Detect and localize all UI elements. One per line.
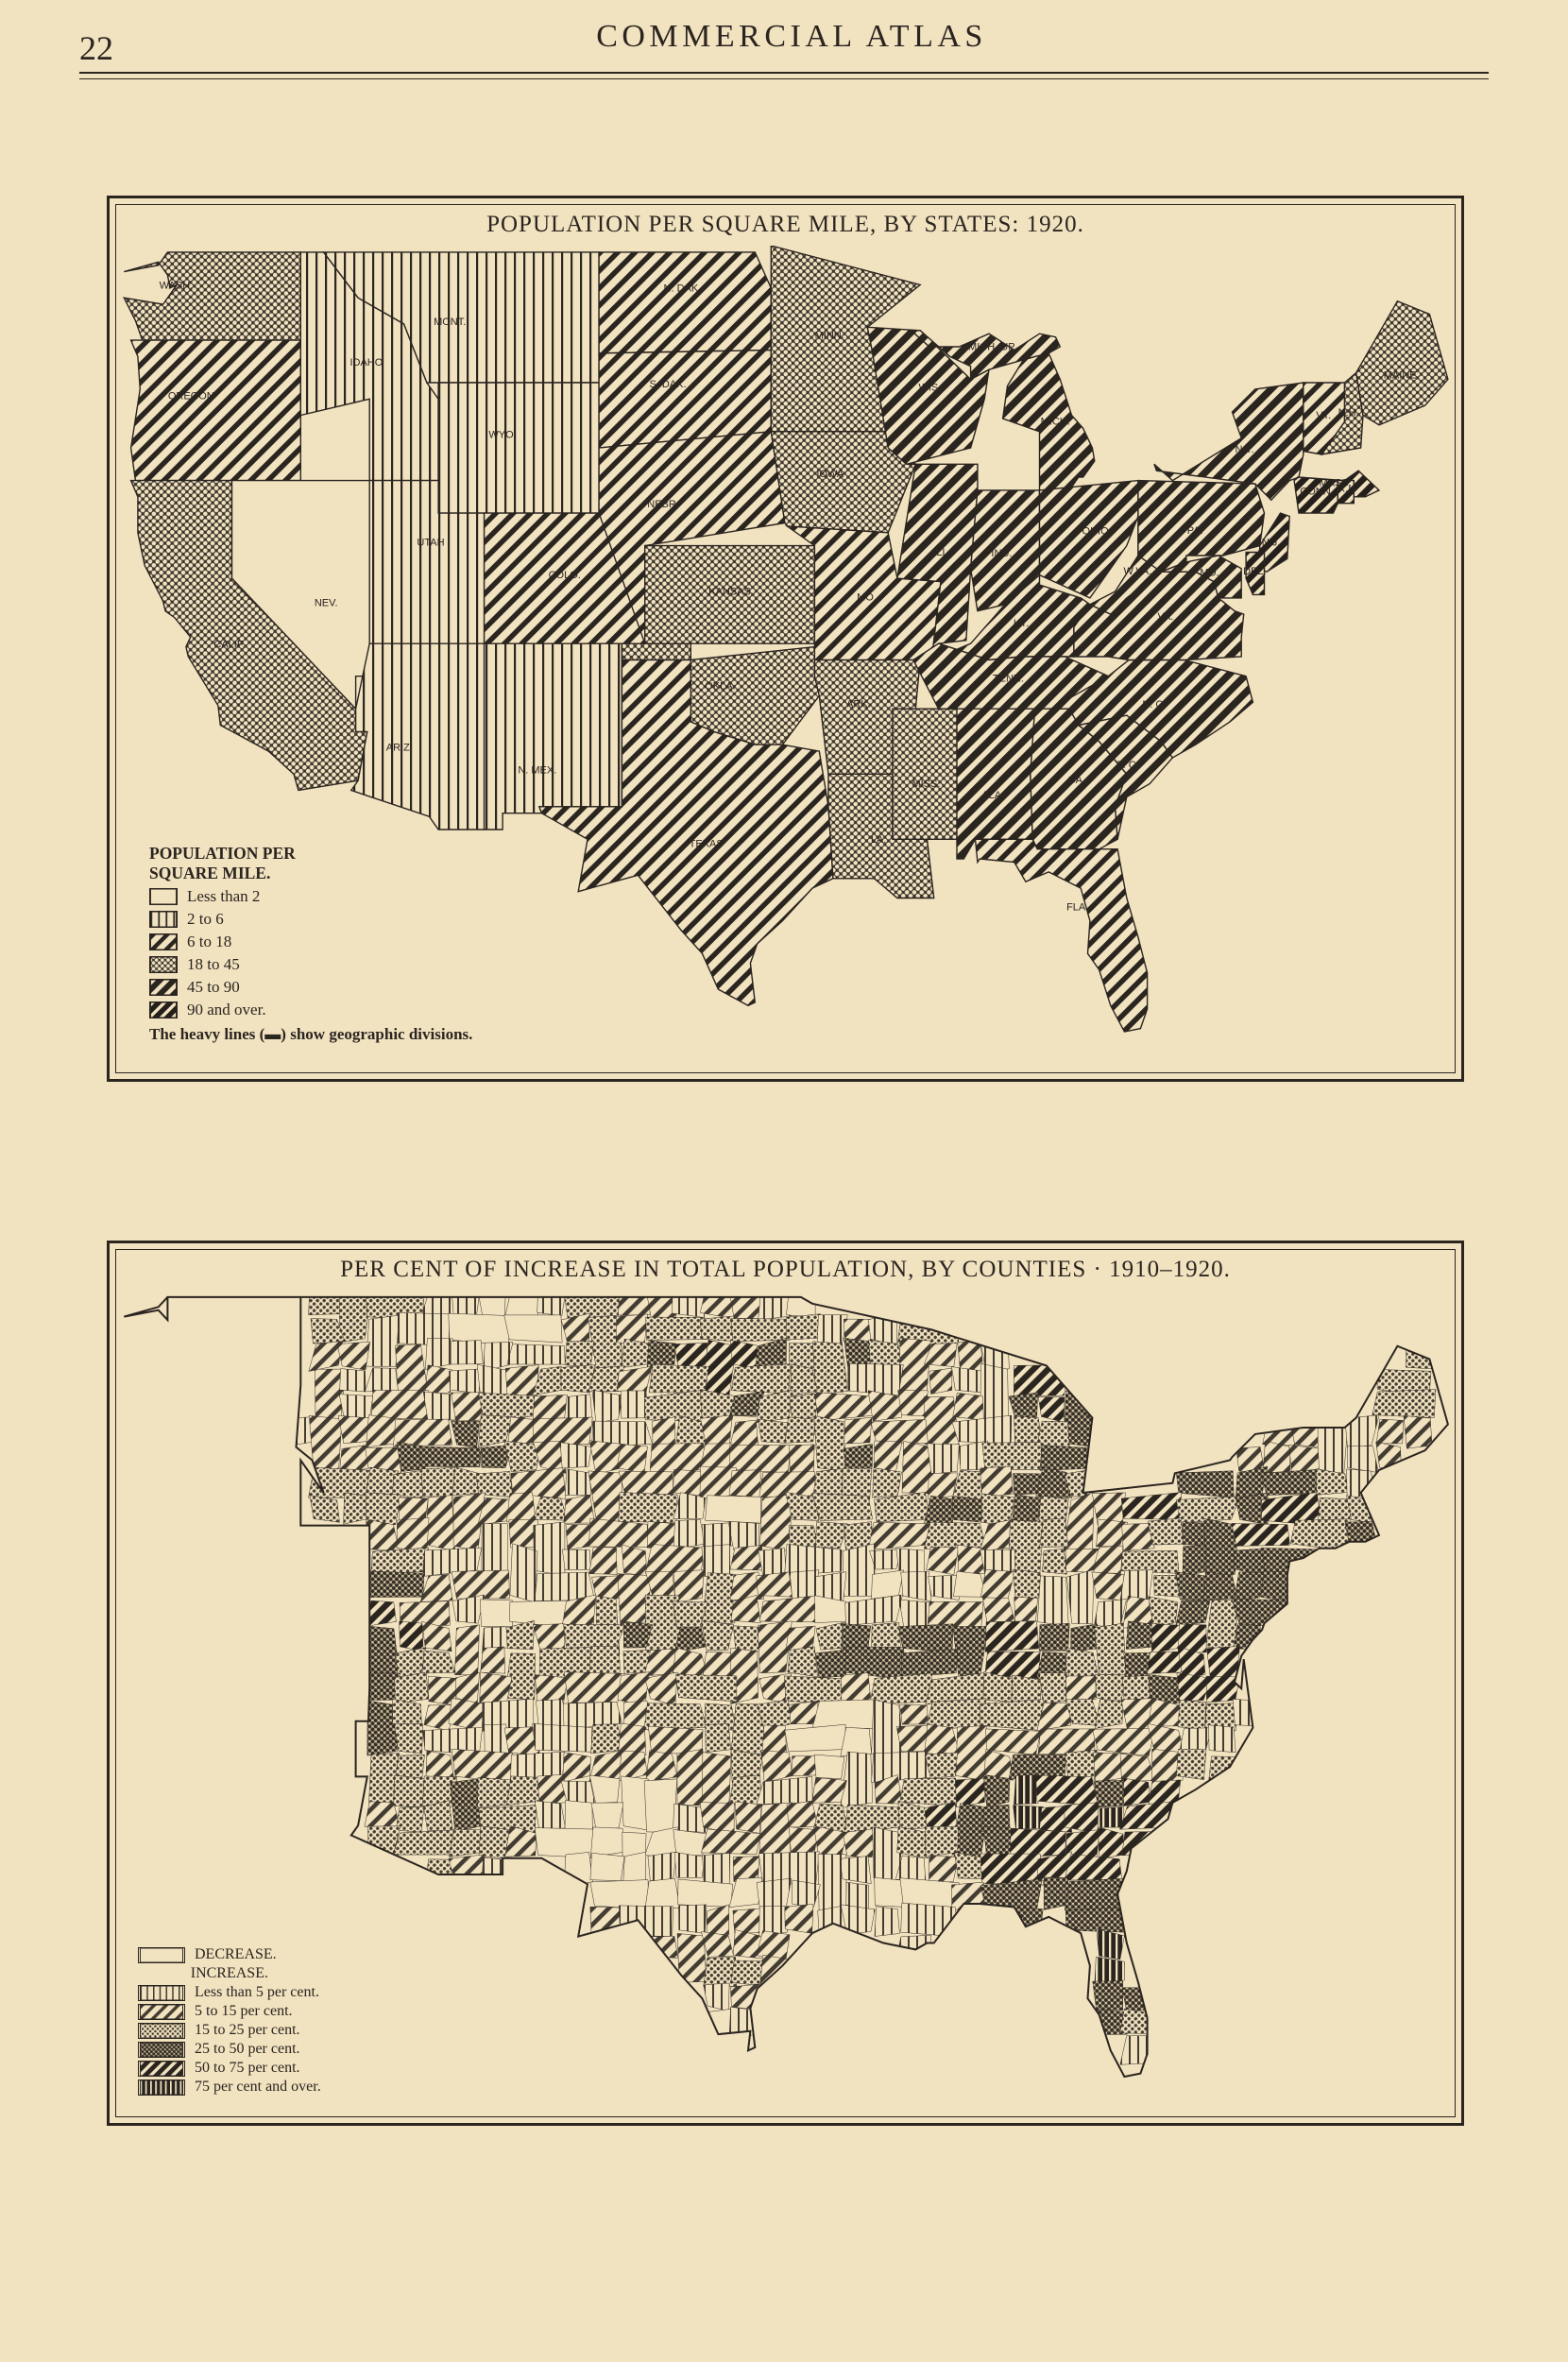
svg-text:TENN.: TENN. [993,673,1024,684]
svg-text:WYO.: WYO. [488,430,516,441]
svg-text:OKLA.: OKLA. [705,681,735,693]
svg-text:NEBR.: NEBR. [647,499,679,510]
svg-text:WIS.: WIS. [918,382,941,393]
svg-text:IOWA: IOWA [816,469,844,480]
svg-text:OHIO: OHIO [1082,526,1110,538]
svg-text:DEL.: DEL. [1243,566,1266,577]
svg-text:OREGON: OREGON [168,390,214,402]
svg-text:PA.: PA. [1187,525,1203,537]
svg-text:COLO.: COLO. [549,570,581,581]
svg-text:N.J.: N.J. [1262,538,1281,549]
svg-text:KANSAS: KANSAS [708,586,751,597]
svg-text:TEXAS: TEXAS [690,839,724,850]
svg-text:MO.: MO. [857,592,877,604]
svg-text:WASH.: WASH. [160,281,194,292]
svg-text:MAINE: MAINE [1384,370,1417,382]
svg-text:KY.: KY. [1014,618,1029,629]
svg-text:MINN.: MINN. [815,330,844,341]
svg-text:N. MEX.: N. MEX. [518,764,556,776]
svg-text:N.Y.: N.Y. [1236,444,1254,455]
svg-text:MONT.: MONT. [434,317,466,328]
svg-text:VT.: VT. [1316,410,1331,421]
svg-text:W.VA.: W.VA. [1124,566,1152,577]
svg-text:UTAH: UTAH [417,538,444,549]
svg-text:ALA.: ALA. [981,790,1004,801]
svg-text:MISS.: MISS. [912,779,941,790]
svg-text:IND.: IND. [991,548,1012,559]
svg-text:MD.: MD. [1200,568,1219,579]
svg-text:NEV.: NEV. [315,598,338,609]
svg-text:FLA.: FLA. [1066,902,1088,914]
svg-text:ARIZ.: ARIZ. [386,742,413,753]
svg-text:IDAHO: IDAHO [349,357,383,368]
svg-text:N. DAK.: N. DAK. [664,282,702,294]
svg-text:CALIF.: CALIF. [213,640,245,651]
svg-text:GA.: GA. [1067,775,1085,786]
svg-text:N. C.: N. C. [1142,699,1166,710]
svg-text:N.H.: N.H. [1338,407,1359,419]
svg-text:LA.: LA. [871,834,887,846]
svg-text:CONN.: CONN. [1300,487,1333,498]
svg-text:MICH_UP: MICH_UP [968,341,1015,352]
svg-text:ARK.: ARK. [846,698,871,710]
svg-text:VA.: VA. [1157,611,1173,623]
svg-text:S. DAK.: S. DAK. [649,379,686,390]
svg-text:R.I.: R.I. [1338,484,1354,495]
svg-text:MICH.: MICH. [1041,417,1070,428]
svg-text:S. C.: S. C. [1116,760,1138,771]
svg-text:ILL.: ILL. [933,547,950,558]
